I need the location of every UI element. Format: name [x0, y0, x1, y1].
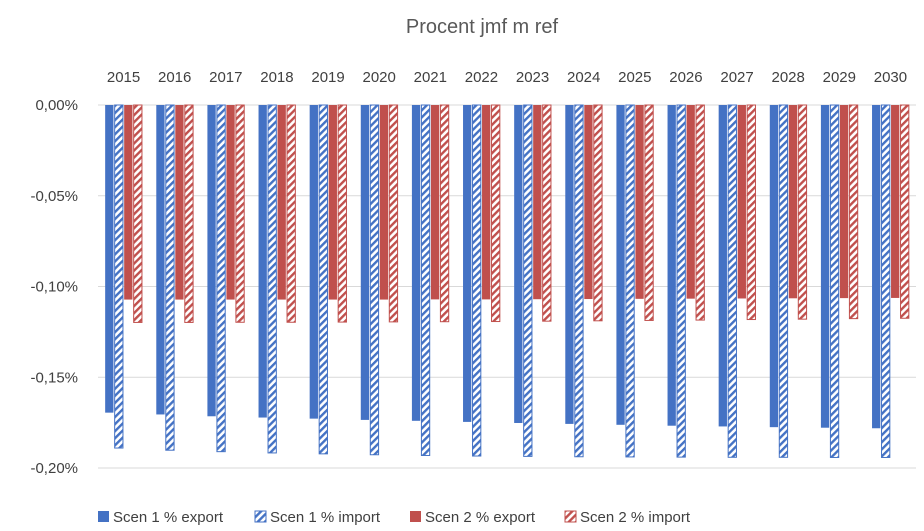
- bar: [420, 104, 431, 456]
- category-label: 2023: [516, 69, 549, 86]
- bar: [277, 105, 286, 300]
- legend: Scen 1 % export Scen 1 % import Scen 2 % e…: [98, 509, 691, 526]
- bar: [430, 105, 440, 300]
- bar: [309, 105, 318, 419]
- legend-swatch: [254, 510, 267, 523]
- bar: [769, 105, 779, 428]
- bar: [778, 104, 789, 458]
- bar: [667, 105, 676, 426]
- bar: [820, 105, 830, 428]
- y-tick-label: -0,20%: [30, 460, 78, 477]
- bar: [686, 105, 695, 299]
- bar: [533, 105, 542, 300]
- legend-label: Scen 1 % import: [270, 509, 381, 526]
- bar: [258, 105, 267, 418]
- category-label: 2027: [720, 69, 753, 86]
- bar: [184, 104, 194, 323]
- bar: [727, 104, 737, 458]
- category-label: 2018: [260, 69, 293, 86]
- bar: [133, 104, 143, 323]
- category-label: 2021: [414, 69, 447, 86]
- category-label: 2016: [158, 69, 191, 86]
- bar: [718, 105, 727, 427]
- legend-label: Scen 1 % export: [113, 509, 224, 526]
- bar: [114, 104, 124, 449]
- bar: [369, 104, 380, 456]
- bar: [644, 104, 654, 321]
- bar: [156, 105, 165, 415]
- bar: [872, 105, 881, 429]
- bar: [165, 104, 175, 451]
- bar: [584, 105, 593, 300]
- bar: [574, 104, 584, 458]
- category-label: 2015: [107, 69, 140, 86]
- bar: [737, 105, 746, 299]
- y-tick-label: -0,05%: [30, 188, 78, 205]
- category-label: 2030: [874, 69, 907, 86]
- bar: [839, 105, 849, 299]
- bars: [105, 104, 910, 458]
- bar: [226, 105, 235, 300]
- bar: [542, 104, 552, 322]
- legend-swatch: [98, 511, 109, 522]
- bar: [491, 104, 501, 323]
- bar: [676, 104, 686, 458]
- bar: [328, 105, 337, 300]
- bar: [388, 104, 399, 323]
- category-label: 2029: [823, 69, 856, 86]
- bar: [635, 105, 644, 299]
- bar: [695, 104, 705, 321]
- category-label: 2017: [209, 69, 242, 86]
- bar: [175, 105, 184, 300]
- bar: [788, 105, 798, 299]
- category-label: 2025: [618, 69, 651, 86]
- bar: [900, 104, 910, 319]
- y-axis-tick-labels: 0,00% -0,05% -0,10% -0,15% -0,20%: [30, 97, 78, 477]
- bar: [207, 105, 216, 417]
- bar: [593, 104, 603, 322]
- category-label: 2022: [465, 69, 498, 86]
- bar: [616, 105, 625, 425]
- legend-label: Scen 2 % import: [580, 509, 691, 526]
- bar: [848, 104, 859, 320]
- bar: [797, 104, 808, 320]
- legend-label: Scen 2 % export: [425, 509, 536, 526]
- bar: [472, 104, 482, 457]
- y-tick-label: 0,00%: [35, 97, 78, 114]
- bar: [411, 105, 421, 421]
- bar: [891, 105, 900, 298]
- bar: [881, 104, 891, 458]
- bar: [105, 105, 114, 413]
- bar: [337, 104, 347, 323]
- bar: [514, 105, 523, 423]
- chart-title: Procent jmf m ref: [406, 16, 559, 38]
- category-label: 2020: [363, 69, 396, 86]
- bar: [829, 104, 840, 458]
- bar: [625, 104, 635, 458]
- bar: [235, 104, 245, 323]
- legend-swatch: [410, 511, 421, 522]
- bar: [565, 105, 574, 424]
- bar: [746, 104, 756, 321]
- bar: [286, 104, 296, 323]
- bar: [318, 104, 328, 455]
- bar: [482, 105, 491, 300]
- bar: [360, 105, 370, 420]
- bar: [124, 105, 133, 300]
- category-label: 2028: [772, 69, 805, 86]
- category-axis-labels: 2015 2016 2017 2018 2019 2020 2021 2022 2023 2024…: [107, 69, 907, 86]
- bar: [267, 104, 277, 454]
- bar: [379, 105, 389, 300]
- category-label: 2026: [669, 69, 702, 86]
- legend-swatch: [564, 510, 577, 523]
- bar: [216, 104, 226, 453]
- y-tick-label: -0,10%: [30, 279, 78, 296]
- category-label: 2019: [311, 69, 344, 86]
- bar: [463, 105, 472, 422]
- bar: [523, 104, 533, 457]
- bar: [439, 104, 450, 323]
- category-label: 2024: [567, 69, 600, 86]
- y-tick-label: -0,15%: [30, 369, 78, 386]
